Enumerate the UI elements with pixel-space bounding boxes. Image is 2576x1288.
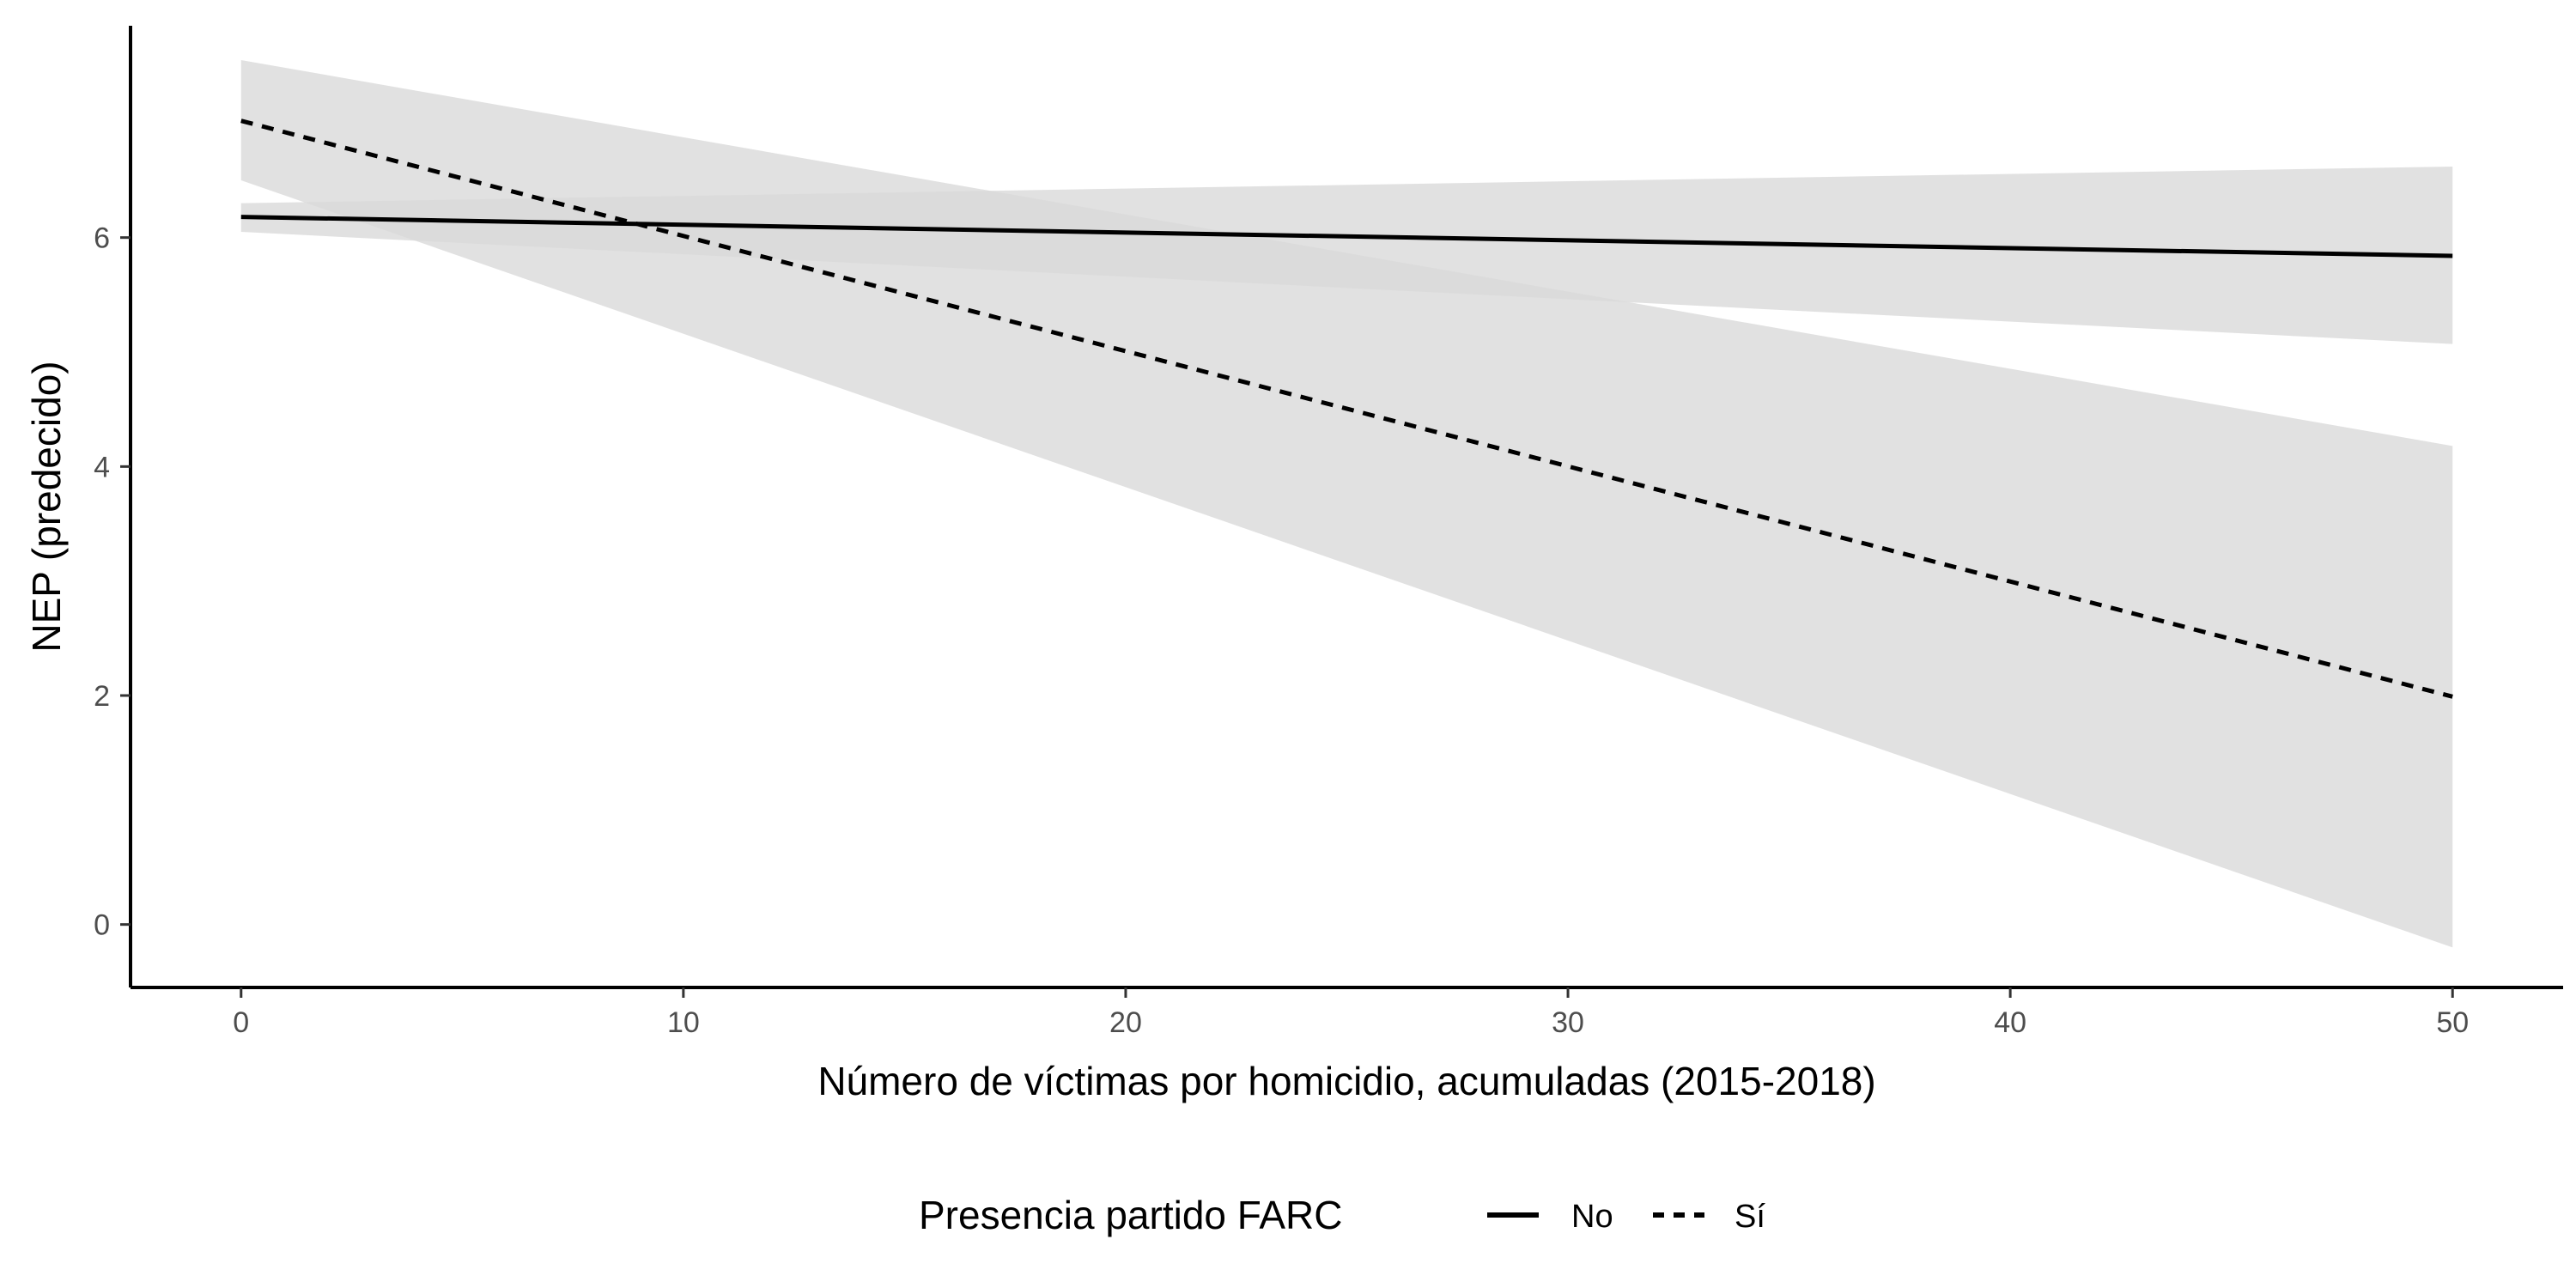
x-tick-label: 20 xyxy=(1109,1006,1142,1039)
x-tick-label: 30 xyxy=(1552,1006,1584,1039)
y-axis-title: NEP (predecido) xyxy=(24,361,69,652)
x-tick-label: 0 xyxy=(233,1006,249,1039)
legend: Presencia partido FARC No Sí xyxy=(919,1193,1765,1237)
y-tick-label: 4 xyxy=(94,451,110,483)
x-tick-label: 40 xyxy=(1994,1006,2026,1039)
legend-label-si: Sí xyxy=(1735,1199,1765,1235)
y-tick-label: 0 xyxy=(94,909,110,942)
x-tick-label: 50 xyxy=(2436,1006,2469,1039)
x-ticks: 0 10 20 30 40 50 xyxy=(233,987,2469,1039)
legend-label-no: No xyxy=(1571,1199,1613,1235)
y-ticks: 0 2 4 6 xyxy=(94,222,131,942)
y-tick-label: 2 xyxy=(94,680,110,713)
series-line-no xyxy=(240,215,2453,258)
legend-title: Presencia partido FARC xyxy=(919,1193,1342,1237)
ci-ribbon-si xyxy=(240,60,2453,948)
series-lines xyxy=(240,118,2453,699)
series-line-si xyxy=(240,118,2453,699)
axes xyxy=(129,26,2563,989)
x-axis-title: Número de víctimas por homicidio, acumul… xyxy=(817,1059,1875,1103)
x-tick-label: 10 xyxy=(667,1006,700,1039)
confidence-ribbons xyxy=(240,60,2453,948)
y-tick-label: 6 xyxy=(94,222,110,255)
